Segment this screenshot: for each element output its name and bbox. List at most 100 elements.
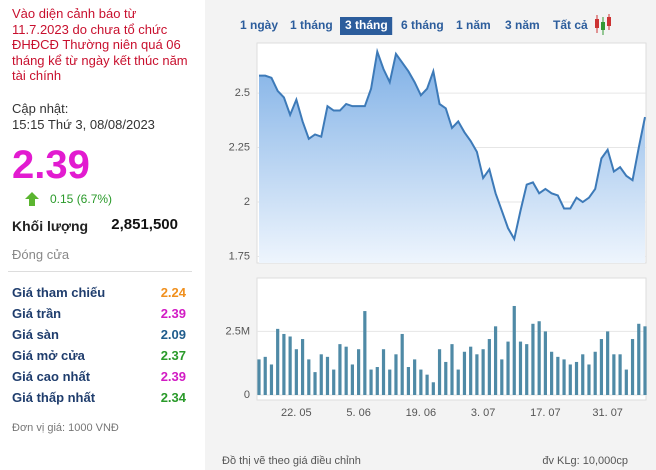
candle-icon[interactable] bbox=[595, 14, 611, 35]
volume-bar bbox=[456, 369, 460, 395]
volume-bar bbox=[643, 326, 647, 395]
volume-bar bbox=[325, 356, 330, 395]
y-tick-label: 2.5 bbox=[235, 87, 250, 99]
volume-bar bbox=[493, 326, 498, 395]
volume-bar bbox=[400, 333, 404, 395]
row-label: Giá thấp nhất bbox=[12, 390, 96, 405]
volume-bar bbox=[562, 359, 566, 395]
volume-bar bbox=[288, 336, 292, 395]
volume-bar bbox=[518, 341, 523, 395]
volume-label: Khối lượng bbox=[12, 218, 89, 234]
divider bbox=[8, 271, 192, 272]
volume-bar bbox=[294, 349, 298, 395]
volume-bar bbox=[587, 364, 591, 395]
volume-bar bbox=[624, 369, 628, 395]
row-value: 2.37 bbox=[160, 348, 186, 363]
volume-bar bbox=[369, 369, 373, 395]
row-label: Giá cao nhất bbox=[12, 369, 91, 384]
y-tick-label: 2 bbox=[244, 196, 250, 208]
unit-note: Đơn vị giá: 1000 VNĐ bbox=[12, 422, 119, 434]
footer-note: Đồ thị vẽ theo giá điều chỉnh bbox=[222, 455, 361, 467]
volume-bar bbox=[581, 354, 585, 395]
volume-bar bbox=[593, 351, 597, 395]
volume-bar bbox=[487, 339, 491, 395]
volume-bar bbox=[612, 354, 616, 395]
volume-bar bbox=[257, 359, 261, 395]
y-tick-label: 2.5M bbox=[226, 325, 250, 337]
volume-bar bbox=[525, 344, 529, 395]
volume-bar bbox=[394, 354, 398, 395]
volume-bar bbox=[344, 346, 348, 395]
volume-bar bbox=[531, 323, 535, 395]
volume-bar bbox=[475, 354, 479, 395]
volume-bar bbox=[307, 359, 311, 395]
volume-bar bbox=[319, 354, 323, 395]
volume-bar bbox=[276, 328, 280, 395]
x-tick-label: 17. 07 bbox=[530, 407, 561, 419]
volume-bar bbox=[543, 331, 547, 395]
volume-bar bbox=[413, 359, 417, 395]
volume-bar bbox=[363, 311, 367, 395]
volume-bar bbox=[332, 369, 336, 395]
row-value: 2.34 bbox=[160, 390, 186, 405]
volume-bar bbox=[550, 351, 554, 395]
close-label: Đóng cửa bbox=[12, 247, 70, 262]
volume-bar bbox=[606, 331, 610, 395]
volume-bar bbox=[375, 367, 379, 395]
volume-bar bbox=[406, 367, 411, 395]
volume-bar bbox=[350, 364, 354, 395]
volume-bar bbox=[357, 349, 361, 395]
volume-bar bbox=[556, 356, 560, 395]
tab[interactable]: Tất cả bbox=[553, 18, 588, 32]
volume-bar bbox=[431, 382, 435, 395]
volume-bar bbox=[506, 341, 510, 395]
volume-bar bbox=[419, 369, 423, 395]
volume-bar bbox=[388, 369, 392, 395]
tab[interactable]: 1 ngày bbox=[240, 18, 278, 32]
row-value: 2.39 bbox=[160, 369, 186, 384]
warning: Vào diện cảnh báo từ 11.7.2023 do chưa t… bbox=[12, 6, 188, 83]
updated-time: 15:15 Thứ 3, 08/08/2023 bbox=[12, 117, 155, 132]
volume-bar bbox=[574, 361, 579, 395]
tab[interactable]: 1 tháng bbox=[290, 18, 333, 32]
volume-bar bbox=[269, 364, 274, 395]
tab[interactable]: 1 năm bbox=[456, 18, 491, 32]
volume-bar bbox=[300, 339, 305, 395]
volume-bar bbox=[599, 339, 604, 395]
updated-label: Cập nhật: bbox=[12, 101, 69, 116]
tab[interactable]: 3 tháng bbox=[345, 18, 388, 32]
y-tick-label: 1.75 bbox=[229, 250, 250, 262]
volume-bar bbox=[537, 321, 541, 395]
row-value: 2.09 bbox=[160, 327, 186, 342]
x-tick-label: 31. 07 bbox=[592, 407, 623, 419]
volume-bar bbox=[282, 333, 286, 395]
x-tick-label: 5. 06 bbox=[346, 407, 370, 419]
volume-bar bbox=[512, 305, 516, 395]
volume-bar bbox=[469, 346, 473, 395]
row-label: Giá trần bbox=[12, 306, 62, 321]
row-value: 2.24 bbox=[160, 285, 186, 300]
tab[interactable]: 3 năm bbox=[505, 18, 540, 32]
volume-bar bbox=[437, 349, 442, 395]
price-area bbox=[259, 51, 645, 263]
volume-bar bbox=[462, 351, 467, 395]
price-change: 0.15 (6.7%) bbox=[50, 192, 113, 206]
quote-panel: Vào diện cảnh báo từ 11.7.2023 do chưa t… bbox=[0, 0, 200, 470]
price: 2.39 bbox=[12, 143, 90, 187]
volume-bar bbox=[450, 344, 454, 395]
volume-bar bbox=[381, 349, 386, 395]
x-tick-label: 3. 07 bbox=[471, 407, 495, 419]
volume-bar bbox=[425, 374, 429, 395]
volume-bar bbox=[568, 364, 572, 395]
volume-bar bbox=[263, 356, 267, 395]
y-tick-label: 2.25 bbox=[229, 141, 250, 153]
volume-bar bbox=[313, 372, 317, 395]
volume-bar bbox=[637, 323, 641, 395]
x-tick-label: 19. 06 bbox=[406, 407, 437, 419]
volume: 2,851,500 bbox=[111, 216, 178, 233]
tab[interactable]: 6 tháng bbox=[401, 18, 444, 32]
volume-bar bbox=[500, 359, 504, 395]
volume-bar bbox=[481, 349, 485, 395]
